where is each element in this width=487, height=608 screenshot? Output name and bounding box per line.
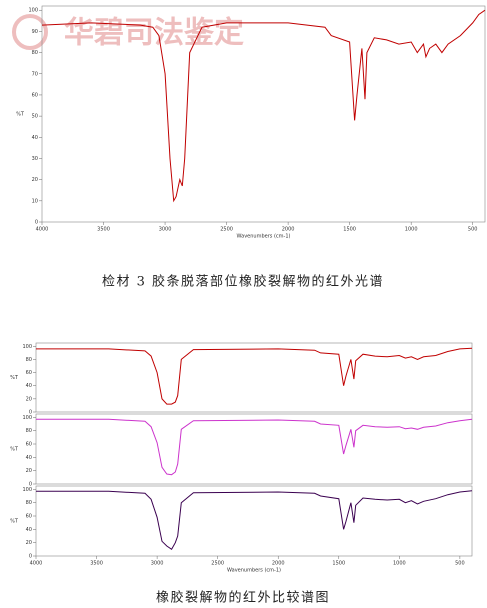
y-tick-label: 60	[32, 92, 38, 98]
y-axis-label: %T	[10, 375, 19, 381]
y-tick-label: 100	[22, 344, 32, 350]
x-tick-label: 3000	[151, 561, 164, 567]
y-tick-label: 20	[26, 540, 32, 546]
y-tick-label: 80	[26, 500, 32, 506]
y-tick-label: 40	[26, 527, 32, 533]
y-axis-label: %T	[10, 519, 19, 525]
y-tick-label: 20	[26, 468, 32, 474]
plot-frame	[35, 413, 473, 485]
x-tick-label: 500	[468, 227, 478, 233]
y-tick-label: 70	[32, 71, 38, 77]
x-axis-label: Wavenumbers (cm-1)	[227, 568, 281, 574]
y-tick-label: 80	[26, 357, 32, 363]
y-axis-label: %T	[10, 447, 19, 453]
y-tick-label: 40	[26, 455, 32, 461]
y-tick-label: 80	[32, 50, 38, 56]
x-tick-label: 2500	[211, 561, 224, 567]
x-tick-label: 3500	[90, 561, 103, 567]
y-tick-label: 90	[32, 29, 38, 35]
x-tick-label: 3500	[97, 227, 110, 233]
y-tick-label: 60	[26, 442, 32, 448]
y-tick-label: 0	[29, 482, 32, 488]
x-tick-label: 1000	[393, 561, 406, 567]
y-tick-label: 0	[29, 410, 32, 416]
x-tick-label: 2000	[272, 561, 285, 567]
y-tick-label: 50	[32, 114, 38, 120]
y-tick-label: 30	[32, 156, 38, 162]
y-tick-label: 60	[26, 514, 32, 520]
x-tick-label: 2500	[220, 227, 233, 233]
spectrum-line	[36, 347, 473, 405]
caption: 检材 3 胶条脱落部位橡胶裂解物的红外光谱	[102, 274, 384, 290]
x-tick-label: 1500	[343, 227, 356, 233]
y-tick-label: 10	[32, 198, 38, 204]
x-tick-label: 1000	[405, 227, 418, 233]
spectrum-line	[36, 418, 473, 476]
y-tick-label: 100	[28, 8, 38, 14]
caption: 橡胶裂解物的红外比较谱图	[156, 590, 330, 606]
spectrum-line	[41, 9, 486, 203]
y-tick-label: 0	[29, 554, 32, 560]
y-tick-label: 20	[26, 396, 32, 402]
x-tick-label: 500	[455, 561, 465, 567]
y-tick-label: 40	[32, 135, 38, 141]
watermark: 华碧司法鉴定	[64, 16, 244, 51]
logo	[12, 14, 48, 50]
y-axis-label: %T	[16, 112, 25, 118]
y-tick-label: 0	[35, 220, 38, 226]
plot-frame	[41, 5, 486, 223]
y-tick-label: 20	[32, 177, 38, 183]
y-tick-label: 80	[26, 428, 32, 434]
x-tick-label: 4000	[30, 561, 43, 567]
plot-frame	[35, 485, 473, 557]
x-tick-label: 4000	[36, 227, 49, 233]
spectrum-line	[36, 490, 473, 551]
y-tick-label: 40	[26, 383, 32, 389]
x-axis-label: Wavenumbers (cm-1)	[237, 234, 291, 240]
x-tick-label: 2000	[282, 227, 295, 233]
y-tick-label: 100	[22, 415, 32, 421]
y-tick-label: 60	[26, 370, 32, 376]
x-tick-label: 1500	[332, 561, 345, 567]
y-tick-label: 100	[22, 487, 32, 493]
x-tick-label: 3000	[159, 227, 172, 233]
plot-frame	[35, 342, 473, 413]
